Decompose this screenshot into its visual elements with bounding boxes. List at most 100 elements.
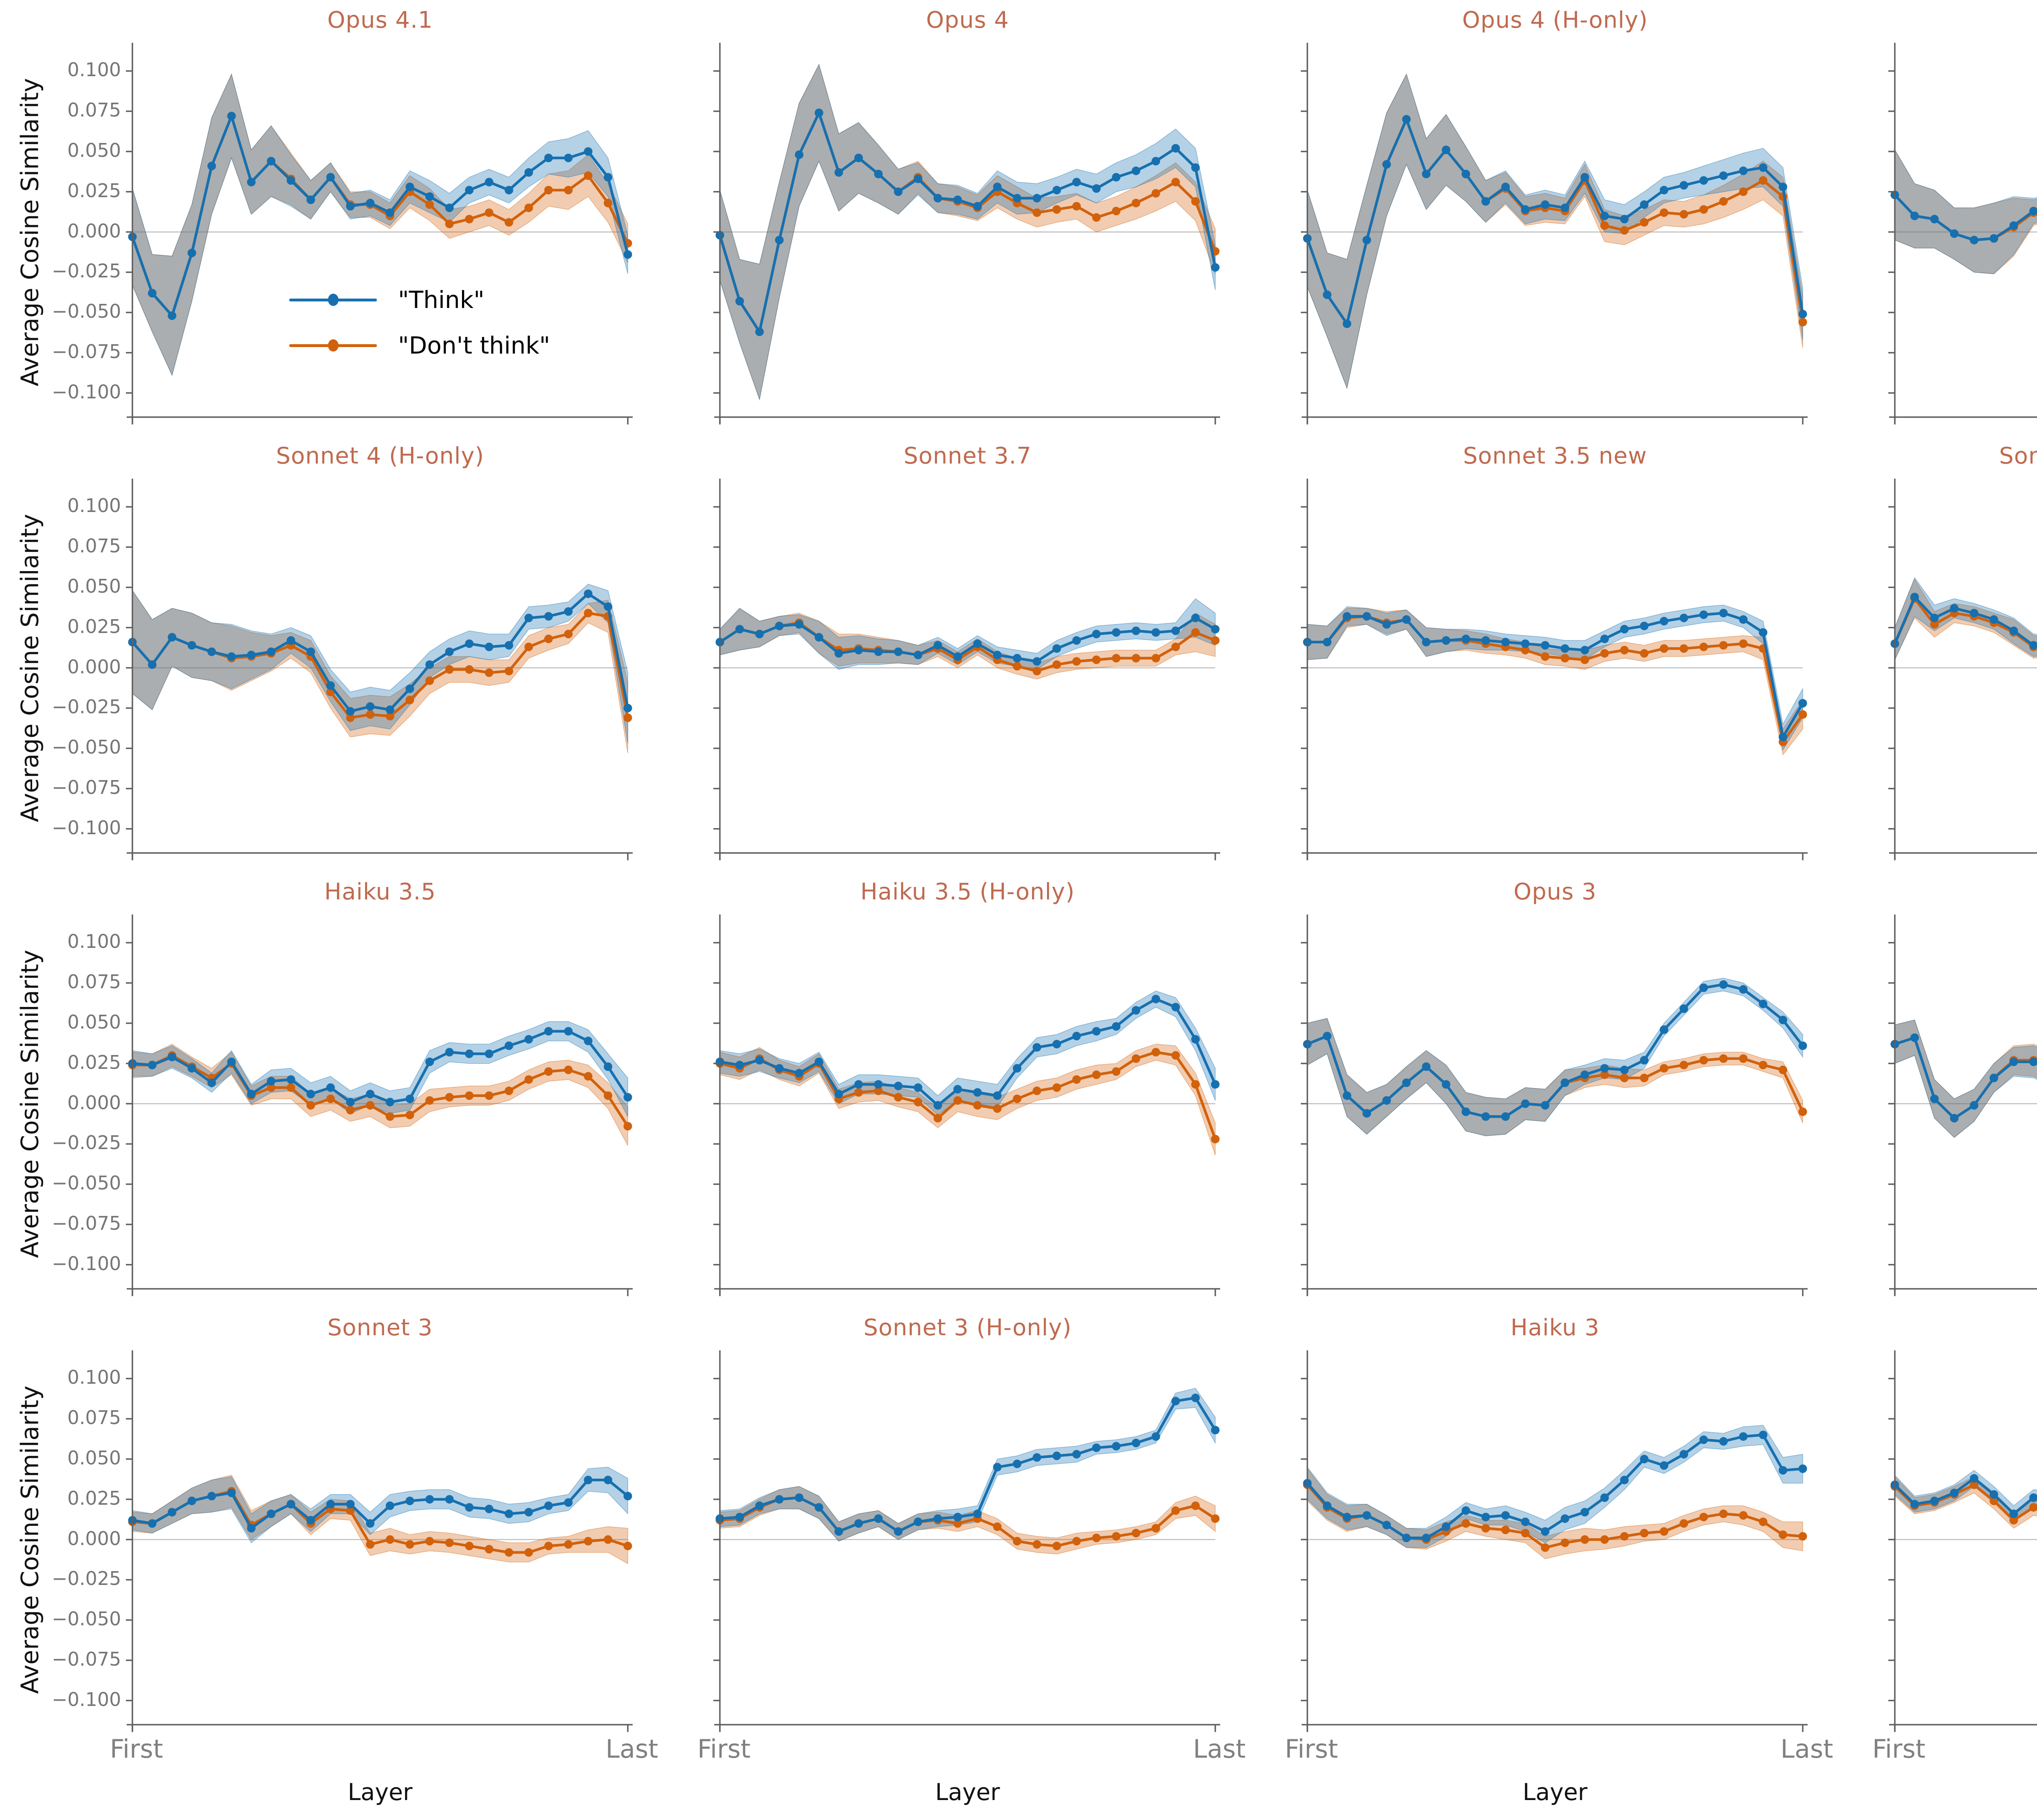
think-band [1894,149,2037,275]
axes-spines [1302,479,1808,859]
x-axis-label: Layer [1895,1779,2037,1806]
y-axis-label: Average Cosine Similarity [15,514,44,822]
panel-title: Opus 3 (H-only) [1895,879,2037,905]
legend-label: "Think" [398,286,485,314]
think-line-markers [1890,1033,2037,1123]
axes-spines [714,1350,1220,1731]
legend-marker-icon [289,339,377,352]
y-tick-label: −0.075 [52,1212,121,1234]
axes-spines [1302,1350,1808,1731]
dont-think-band [1307,73,1803,389]
y-tick-label: 0.075 [67,1407,121,1429]
panel-sonnet-3: Sonnet 3 0.100 0.075 0.050 0.025 0.000 −0.025 −… [16,1314,658,1806]
y-axis-label: Average Cosine Similarity [15,78,44,386]
think-line-markers [715,108,1220,336]
y-tick-label: 0.025 [67,180,121,202]
panel-sonnet-3-7: Sonnet 3.7 [713,443,1220,860]
think-line-markers [128,1475,632,1533]
y-tick-label: −0.025 [52,260,121,282]
think-band [1894,1020,2037,1138]
think-line-markers [1303,980,1807,1121]
legend-marker-icon [289,294,377,306]
y-tick-label: −0.050 [52,300,121,322]
dont-think-band [1894,1020,2037,1138]
y-tick-label: 0.100 [67,930,121,952]
panel-sonnet-3-5-new: Sonnet 3.5 new [1301,443,1808,860]
x-tick-last: Last [1193,1734,1246,1764]
y-tick-label: −0.100 [52,1688,121,1710]
y-axis-label: Average Cosine Similarity [15,1385,44,1694]
dont-think-band [1307,1018,1803,1136]
dont-think-band [132,1475,628,1565]
think-band [1894,577,2037,660]
panel-title: Haiku 3.5 [324,879,436,905]
panel-sonnet-4-h-only: Sonnet 4 (H-only) 0.100 0.075 0.050 0.025 0.0… [16,443,633,860]
think-line-markers [1303,115,1807,328]
y-tick-label: −0.050 [52,1608,121,1630]
y-tick-label: 0.000 [67,1092,121,1114]
axes-spines [1889,914,2037,1295]
axes-spines [714,914,1220,1295]
dont-think-line [1307,615,1804,743]
y-tick-label: 0.025 [67,615,121,637]
think-band [132,73,628,376]
dont-think-band [719,64,1216,401]
x-axis-label: Layer [348,1779,413,1806]
axes-spines [127,43,633,424]
y-tick-label: 0.075 [67,99,121,121]
panel-title: Sonnet 4 [1895,7,2037,33]
axes-spines [1889,43,2037,424]
think-band [719,64,1216,401]
y-tick-label: −0.025 [52,1567,121,1589]
x-tick-last: Last [605,1734,658,1764]
panel-title: Opus 3 [1513,879,1597,905]
axes-spines [1889,1350,2037,1731]
panel-sonnet-4: Sonnet 4 [1888,43,2037,424]
x-tick-first: First [1872,1734,1926,1764]
think-band [719,1388,1216,1542]
y-tick-label: −0.050 [52,736,121,758]
y-tick-label: −0.025 [52,696,121,718]
y-tick-label: 0.100 [67,1366,121,1388]
think-line-markers [715,1394,1220,1536]
panel-title: Haiku 3 (H-only) [1895,1314,2037,1341]
x-axis-label: Layer [935,1779,1000,1806]
axes-spines [1302,43,1808,424]
panel-haiku-3-5: Haiku 3.5 0.100 0.075 0.050 0.025 0.000 −0.025… [16,879,633,1296]
legend: "Think" "Don't think" [289,277,550,368]
panel-title: Sonnet 3.7 [903,443,1032,469]
panel-sonnet-3-h-only: Sonnet 3 (H-only) First Last Layer [697,1314,1246,1806]
y-tick-label: 0.050 [67,1447,121,1469]
think-line-markers [1303,1431,1807,1542]
y-tick-label: 0.025 [67,1487,121,1509]
x-tick-first: First [697,1734,751,1764]
panel-opus-4: Opus 4 [713,7,1220,424]
panel-haiku-3: Haiku 3 First Last Layer [1285,1314,1833,1806]
think-band [1307,604,1803,751]
think-line-markers [1890,191,2037,244]
panel-title: Sonnet 3.5 new [1463,443,1647,469]
panel-title: Sonnet 3.5 new (H-only) [1999,443,2037,469]
dont-think-line-markers [128,1051,632,1131]
dont-think-band [1894,149,2037,275]
panel-title: Opus 4 [926,7,1009,33]
think-line-markers [128,112,632,320]
x-tick-first: First [1285,1734,1338,1764]
y-tick-label: 0.050 [67,575,121,597]
panel-haiku-3-5-h-only: Haiku 3.5 (H-only) [713,879,1220,1296]
y-tick-label: 0.000 [67,220,121,242]
think-line-markers [715,995,1220,1110]
y-tick-label: 0.050 [67,139,121,161]
think-band [1307,73,1803,389]
y-tick-label: 0.100 [67,495,121,517]
legend-item-think: "Think" [289,277,550,323]
y-tick-label: −0.100 [52,381,121,403]
panel-title: Haiku 3.5 (H-only) [860,879,1075,905]
y-tick-label: 0.075 [67,971,121,993]
think-line [1894,1036,2037,1120]
panel-opus-4-h-only: Opus 4 (H-only) [1301,7,1808,424]
y-tick-label: −0.075 [52,341,121,363]
x-tick-first: First [110,1734,163,1764]
panel-opus-3-h-only: Opus 3 (H-only) [1888,914,2037,1296]
